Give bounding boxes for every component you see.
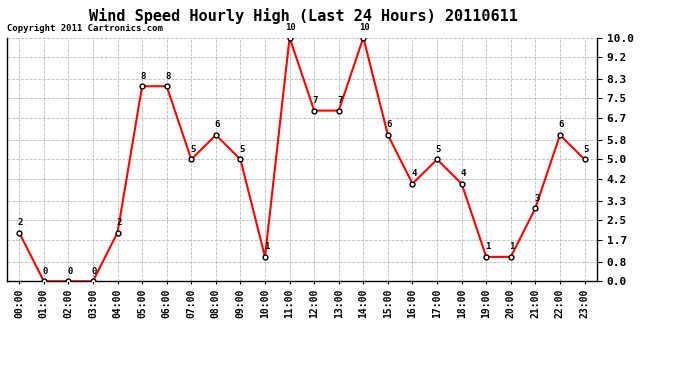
- Text: Wind Speed Hourly High (Last 24 Hours) 20110611: Wind Speed Hourly High (Last 24 Hours) 2…: [89, 8, 518, 24]
- Text: 4: 4: [460, 169, 466, 178]
- Text: 0: 0: [43, 267, 48, 276]
- Text: 0: 0: [92, 267, 97, 276]
- Text: 6: 6: [215, 120, 220, 129]
- Text: 5: 5: [239, 145, 244, 154]
- Text: 6: 6: [386, 120, 392, 129]
- Text: 4: 4: [411, 169, 417, 178]
- Text: 1: 1: [509, 242, 515, 251]
- Text: 2: 2: [116, 218, 121, 227]
- Text: 7: 7: [313, 96, 318, 105]
- Text: 5: 5: [583, 145, 589, 154]
- Text: 10: 10: [286, 23, 296, 32]
- Text: 8: 8: [166, 72, 170, 81]
- Text: 8: 8: [141, 72, 146, 81]
- Text: 5: 5: [436, 145, 441, 154]
- Text: 1: 1: [264, 242, 269, 251]
- Text: 7: 7: [337, 96, 343, 105]
- Text: Copyright 2011 Cartronics.com: Copyright 2011 Cartronics.com: [7, 24, 163, 33]
- Text: 6: 6: [559, 120, 564, 129]
- Text: 10: 10: [359, 23, 370, 32]
- Text: 5: 5: [190, 145, 195, 154]
- Text: 1: 1: [485, 242, 491, 251]
- Text: 3: 3: [534, 194, 540, 202]
- Text: 0: 0: [67, 267, 72, 276]
- Text: 2: 2: [18, 218, 23, 227]
